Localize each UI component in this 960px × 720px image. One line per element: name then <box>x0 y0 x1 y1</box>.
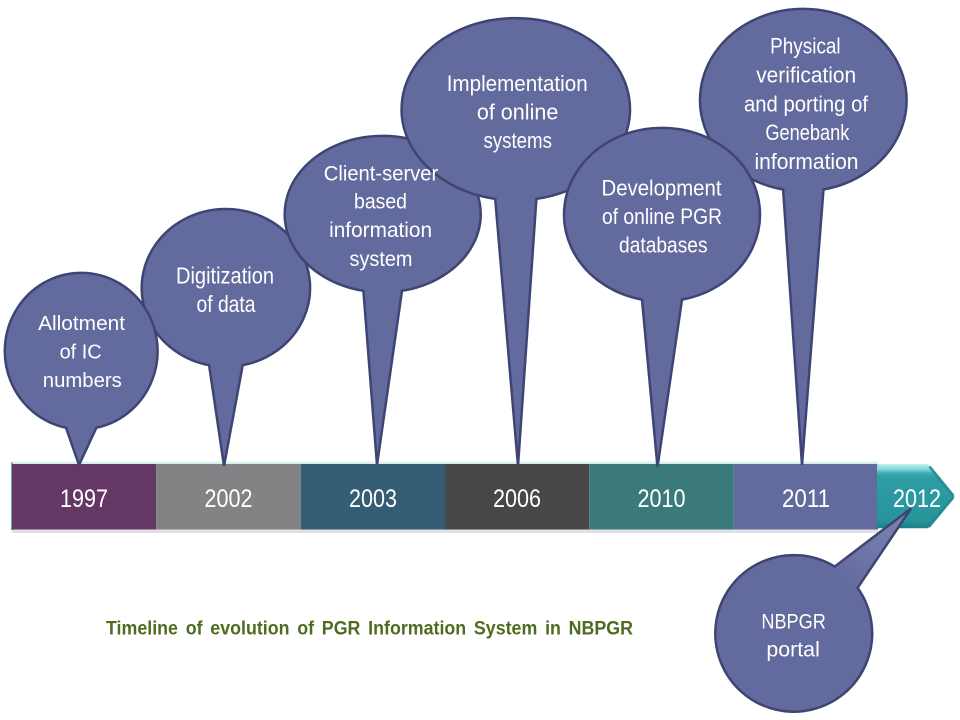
svg-text:based: based <box>354 191 407 214</box>
svg-text:Allotment: Allotment <box>38 312 125 335</box>
svg-text:NBPGR: NBPGR <box>761 609 826 633</box>
svg-text:system: system <box>350 248 413 271</box>
svg-text:databases: databases <box>619 233 708 258</box>
svg-text:verification: verification <box>756 62 856 87</box>
svg-text:Implementation: Implementation <box>447 71 588 96</box>
svg-text:systems: systems <box>483 128 552 153</box>
svg-text:2006: 2006 <box>493 485 541 513</box>
svg-text:2011: 2011 <box>782 485 830 513</box>
svg-text:information: information <box>329 219 432 242</box>
svg-text:2010: 2010 <box>638 485 686 513</box>
svg-text:Client-server: Client-server <box>324 162 439 185</box>
svg-text:portal: portal <box>766 638 820 662</box>
svg-text:Development: Development <box>602 175 723 200</box>
svg-text:numbers: numbers <box>43 369 122 392</box>
svg-text:2012: 2012 <box>893 485 941 513</box>
svg-text:1997: 1997 <box>60 485 108 513</box>
svg-text:and porting of: and porting of <box>744 92 869 117</box>
svg-text:2003: 2003 <box>349 485 397 513</box>
svg-text:information: information <box>755 149 859 174</box>
svg-text:Timeline of evolution of PGR I: Timeline of evolution of PGR Information… <box>106 619 633 640</box>
svg-text:Physical: Physical <box>770 34 841 59</box>
svg-text:Digitization: Digitization <box>176 263 274 289</box>
svg-text:Genebank: Genebank <box>765 120 850 145</box>
svg-text:of data: of data <box>197 291 256 317</box>
svg-text:of online PGR: of online PGR <box>602 204 722 229</box>
svg-text:of online: of online <box>477 100 559 125</box>
svg-text:of IC: of IC <box>60 341 102 364</box>
svg-text:2002: 2002 <box>205 485 253 513</box>
